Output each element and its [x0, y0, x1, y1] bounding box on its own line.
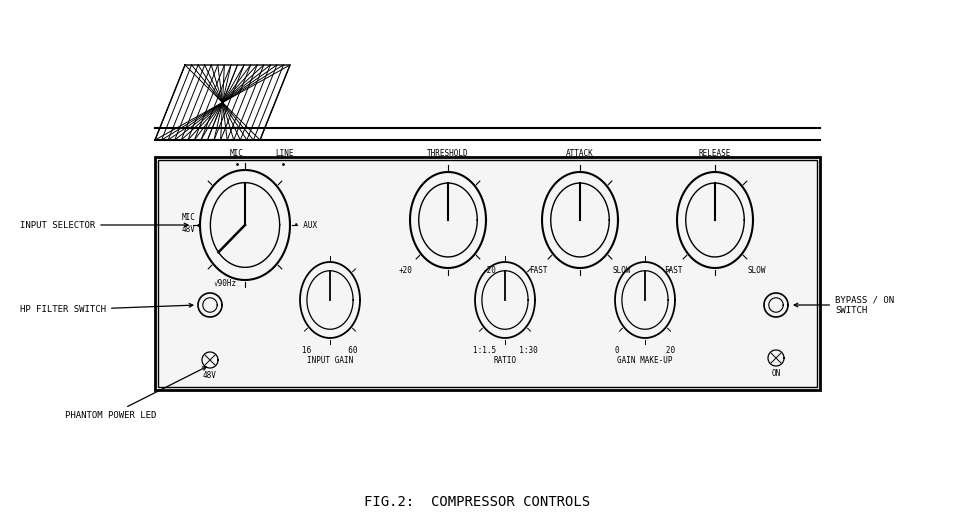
- Bar: [154, 157, 820, 390]
- Text: MIC: MIC: [230, 149, 244, 158]
- Text: ATTACK: ATTACK: [565, 149, 594, 158]
- Text: SLOW: SLOW: [612, 266, 631, 275]
- Text: 48V: 48V: [203, 371, 216, 380]
- Text: MIC: MIC: [182, 213, 195, 222]
- Text: RELEASE: RELEASE: [699, 149, 730, 158]
- Bar: [158, 160, 816, 387]
- Text: √90Hz: √90Hz: [213, 279, 237, 288]
- Text: 16        60: 16 60: [302, 346, 357, 355]
- Text: PHANTOM POWER LED: PHANTOM POWER LED: [65, 367, 206, 420]
- Text: SLOW: SLOW: [747, 266, 765, 275]
- Text: INPUT GAIN: INPUT GAIN: [307, 356, 353, 365]
- Text: • AUX: • AUX: [294, 220, 316, 229]
- Text: FAST: FAST: [528, 266, 547, 275]
- Text: 1:1.5     1:30: 1:1.5 1:30: [472, 346, 537, 355]
- Text: LINE: LINE: [275, 149, 294, 158]
- Text: +20: +20: [398, 266, 413, 275]
- Text: ON: ON: [771, 369, 780, 378]
- Text: HP FILTER SWITCH: HP FILTER SWITCH: [20, 304, 193, 314]
- Text: FIG.2:  COMPRESSOR CONTROLS: FIG.2: COMPRESSOR CONTROLS: [363, 495, 590, 509]
- Text: 48V: 48V: [182, 225, 195, 234]
- Text: FAST: FAST: [663, 266, 681, 275]
- Text: INPUT SELECTOR: INPUT SELECTOR: [20, 220, 188, 229]
- Text: -20: -20: [482, 266, 497, 275]
- Text: BYPASS / ON
SWITCH: BYPASS / ON SWITCH: [793, 295, 893, 315]
- Text: 0          20: 0 20: [615, 346, 675, 355]
- Text: RATIO: RATIO: [493, 356, 516, 365]
- Text: GAIN MAKE-UP: GAIN MAKE-UP: [617, 356, 672, 365]
- Text: THRESHOLD: THRESHOLD: [427, 149, 468, 158]
